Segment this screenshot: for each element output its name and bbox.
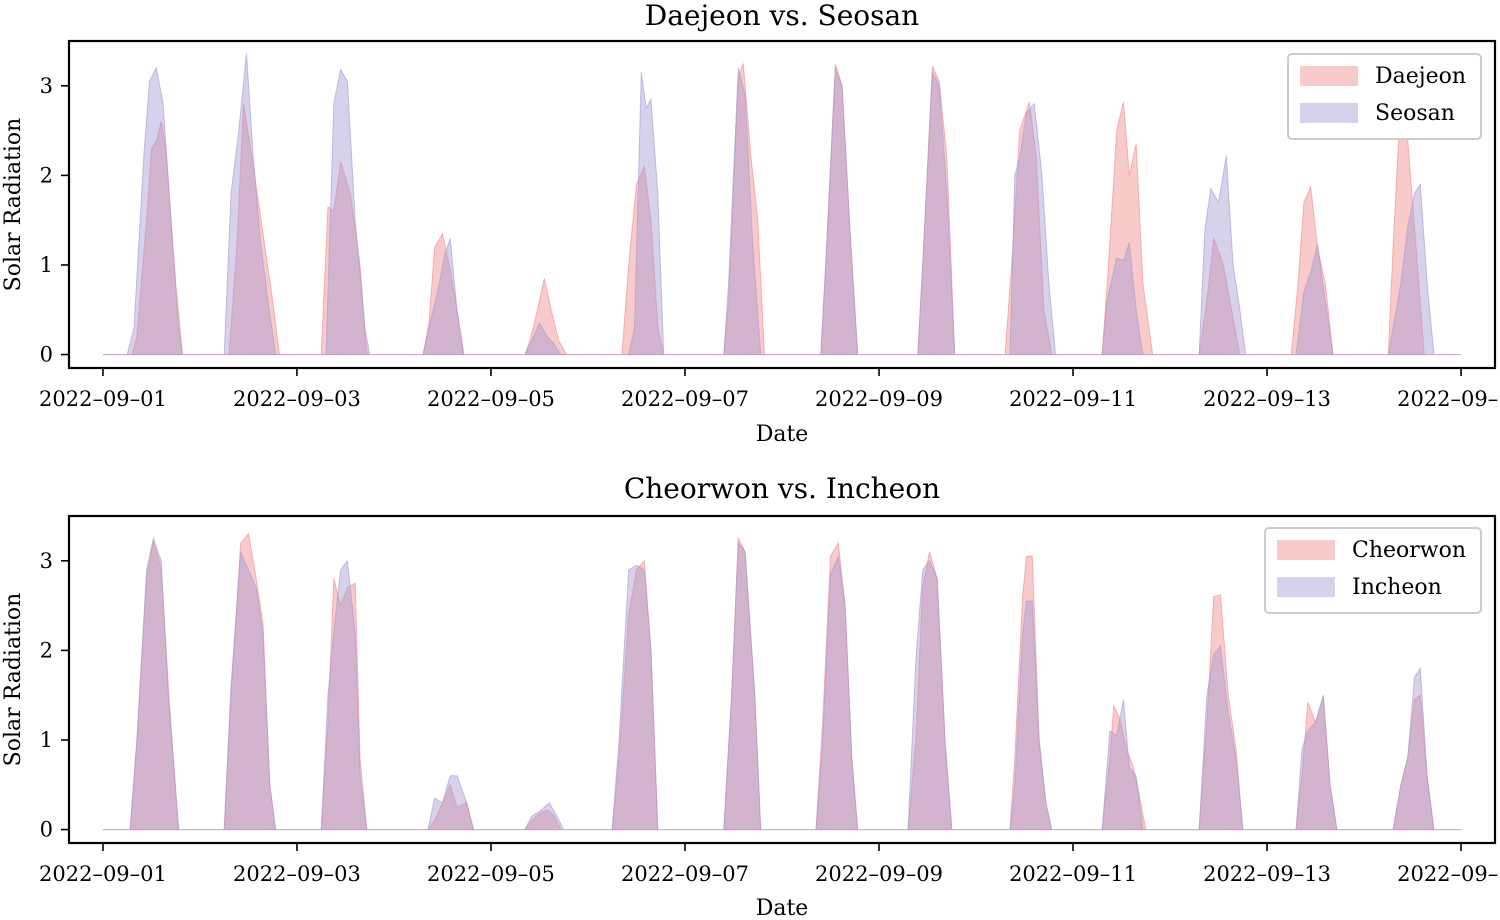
x-tick-label: 2022–09–01	[39, 387, 167, 411]
x-tick-label: 2022–09–01	[39, 862, 167, 886]
legend-label-daejeon: Daejeon	[1375, 64, 1466, 89]
legend-box	[1264, 527, 1482, 614]
y-tick-label: 1	[40, 728, 53, 752]
x-axis-label: Date	[756, 896, 809, 920]
series-area-seosan	[103, 53, 1461, 356]
legend-label-seosan: Seosan	[1375, 101, 1455, 126]
axes-frame	[67, 514, 1497, 845]
x-tick-label: 2022–09–15	[1397, 387, 1500, 411]
y-tick-label: 2	[40, 163, 53, 187]
y-axis-label: Solar Radiation	[1, 118, 26, 292]
x-tick-label: 2022–09–13	[1203, 862, 1331, 886]
x-tick-label: 2022–09–13	[1203, 387, 1331, 411]
x-tick-label: 2022–09–09	[815, 862, 943, 886]
x-tick-label: 2022–09–03	[233, 387, 361, 411]
x-tick-label: 2022–09–09	[815, 387, 943, 411]
x-tick-label: 2022–09–11	[1009, 862, 1137, 886]
legend-swatch-incheon	[1277, 577, 1335, 597]
x-tick-label: 2022–09–15	[1397, 862, 1500, 886]
y-tick-label: 1	[40, 253, 53, 277]
legend: Cheorwon Incheon	[1264, 527, 1482, 614]
series-area-daejeon	[103, 63, 1461, 356]
series-area-incheon	[103, 536, 1461, 831]
y-tick-label: 0	[40, 343, 53, 367]
x-axis-label: Date	[756, 422, 809, 447]
legend: Daejeon Seosan	[1287, 53, 1482, 140]
x-tick-label: 2022–09–07	[621, 862, 749, 886]
legend-label-incheon: Incheon	[1352, 575, 1442, 600]
legend-swatch-seosan	[1300, 103, 1358, 123]
y-tick-label: 3	[40, 74, 53, 98]
x-tick-label: 2022–09–03	[233, 862, 361, 886]
chart-panel-cheorwon-incheon: Cheorwon vs. Incheon 2022–09–01 2022–09–03…	[1, 472, 1500, 920]
legend-swatch-cheorwon	[1277, 540, 1335, 560]
chart-title: Cheorwon vs. Incheon	[624, 472, 940, 505]
x-tick-label: 2022–09–05	[427, 862, 555, 886]
x-tick-label: 2022–09–11	[1009, 387, 1137, 411]
y-tick-label: 3	[40, 549, 53, 573]
legend-swatch-daejeon	[1300, 66, 1358, 86]
axes-frame	[67, 39, 1497, 370]
y-tick-label: 2	[40, 638, 53, 662]
legend-box	[1287, 53, 1482, 140]
series-area-cheorwon	[103, 532, 1461, 831]
x-tick-label: 2022–09–05	[427, 387, 555, 411]
y-axis-label: Solar Radiation	[1, 593, 26, 767]
legend-label-cheorwon: Cheorwon	[1352, 538, 1466, 563]
y-tick-label: 0	[40, 818, 53, 842]
x-tick-label: 2022–09–07	[621, 387, 749, 411]
chart-title: Daejeon vs. Seosan	[645, 0, 919, 32]
